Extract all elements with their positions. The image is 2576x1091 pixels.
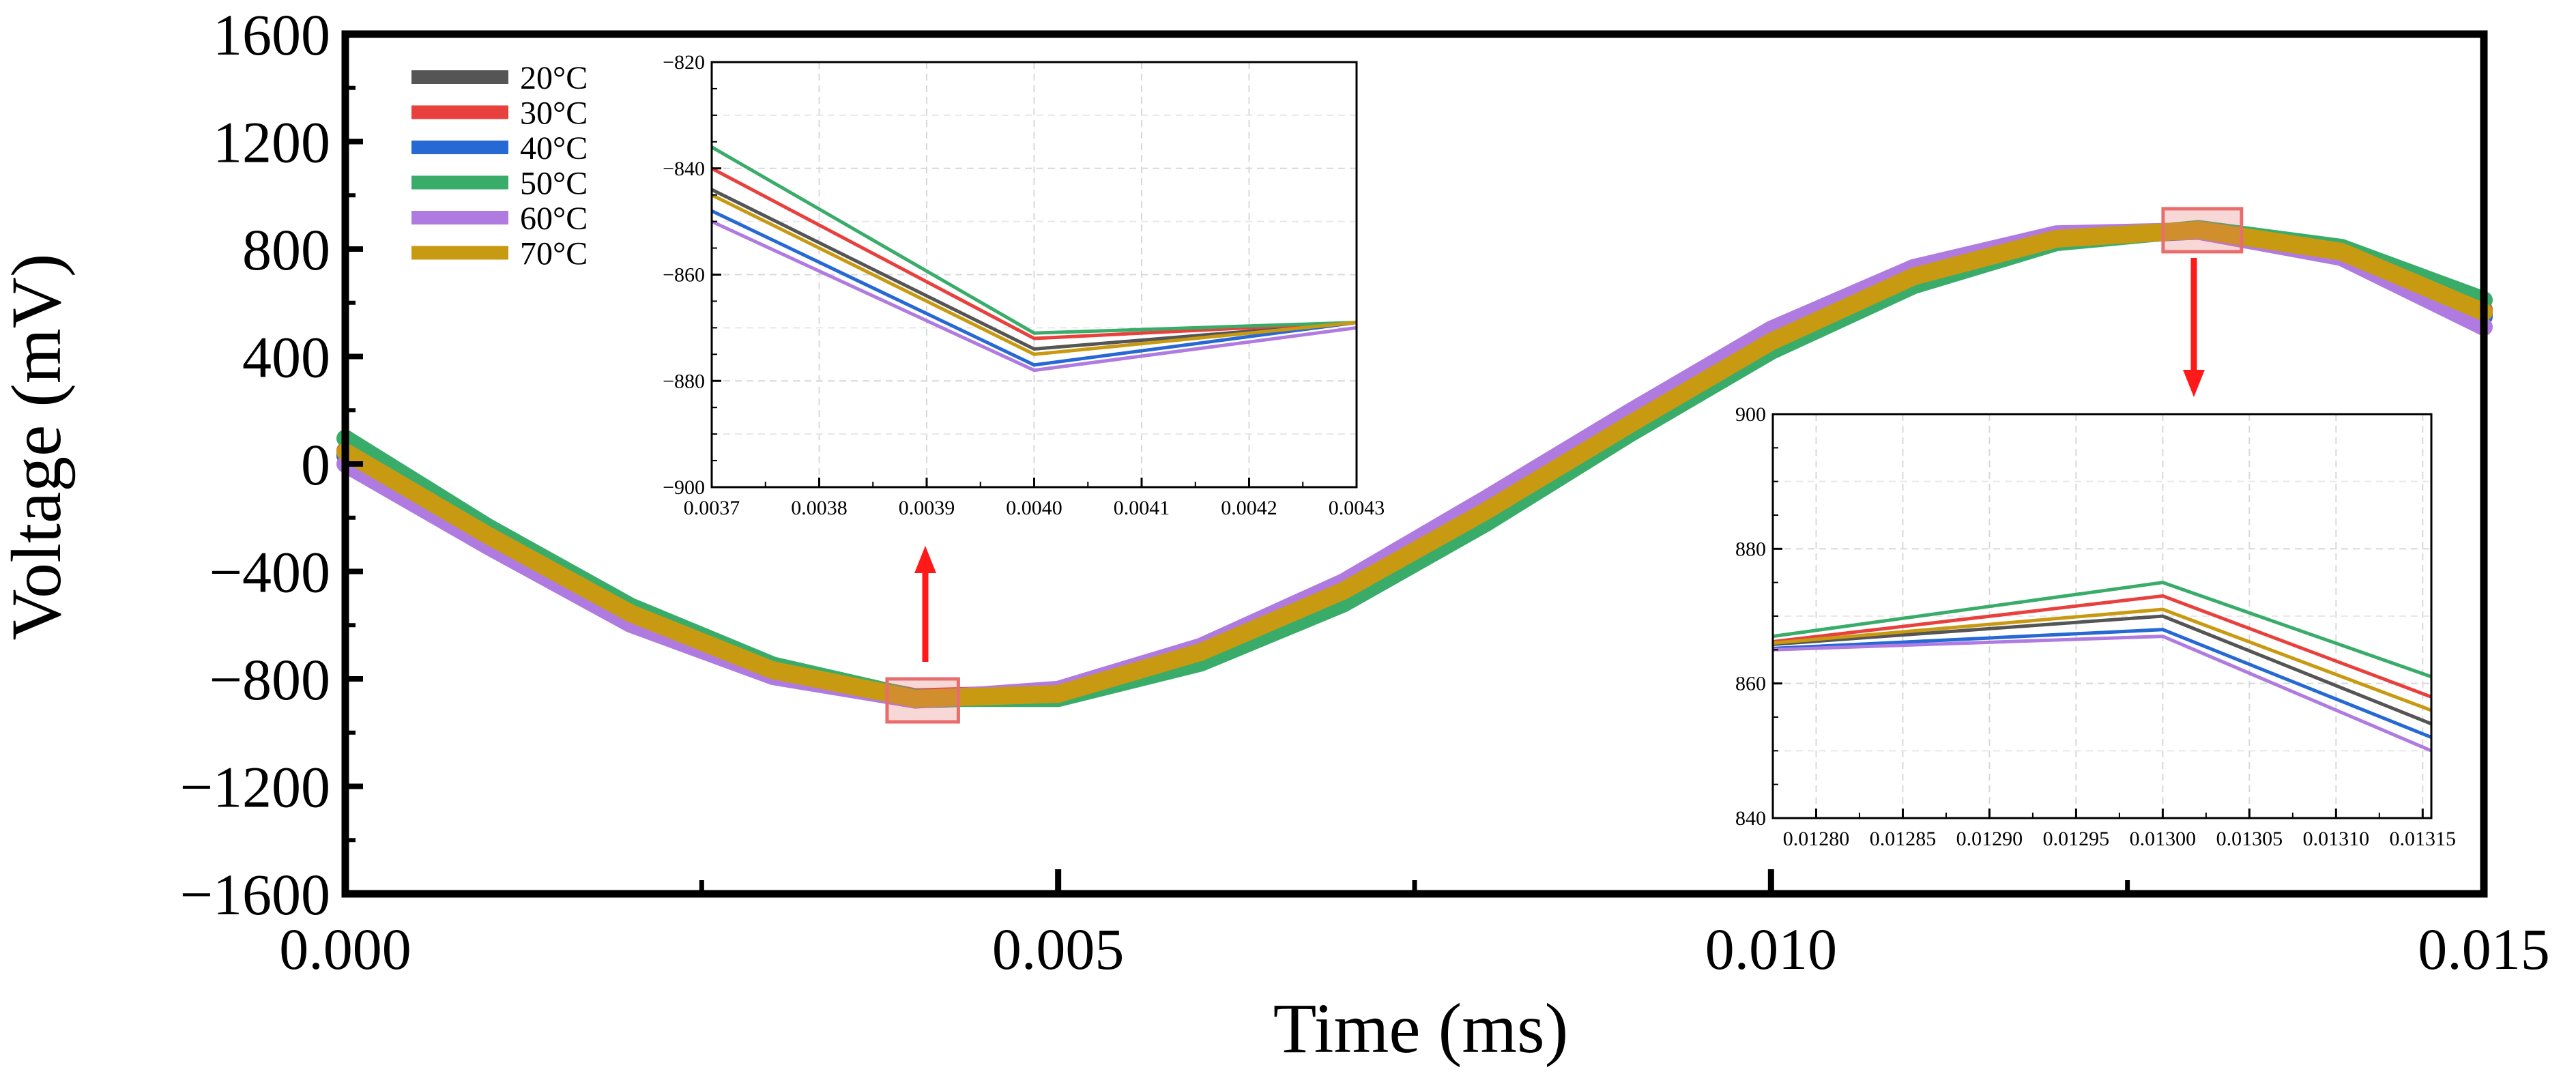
inset-right-x-tick-label: 0.01290 (1956, 828, 2023, 850)
main-axes: −1600 −1200 −800 −400 0 400 800 1200 1600 0.000 0.… (179, 2, 2549, 982)
y-tick-label: 1600 (213, 2, 330, 68)
inset-left-series-line (710, 220, 1357, 373)
zoom-highlight-box (2161, 207, 2244, 254)
main-series-group (336, 220, 2493, 709)
inset-left-series-line (710, 193, 1357, 356)
y-tick-label: 400 (242, 325, 330, 390)
x-axis-title: Time (ms) (1273, 989, 1568, 1068)
inset-left-y-tick-label: −880 (663, 370, 705, 392)
y-tick-label: 0 (301, 432, 330, 497)
inset-right-series-line (1772, 628, 2432, 739)
legend: 20°C30°C40°C50°C60°C70°C (411, 60, 588, 272)
y-tick-label: 800 (242, 217, 330, 282)
zoom-highlight-box (885, 677, 960, 724)
inset-right-series-line (1772, 607, 2432, 712)
series-line (336, 221, 2493, 708)
y-tick-label: −400 (209, 540, 330, 605)
zoom-arrows (914, 258, 2205, 662)
legend-label: 60°C (520, 201, 588, 237)
zoom-highlight-group (885, 207, 2244, 724)
x-tick-label: 0.015 (2418, 916, 2550, 982)
y-tick-label: 1200 (213, 110, 330, 175)
inset-left-y-tick-label: −900 (663, 476, 705, 499)
inset-right: 840 860 880 900 0.01280 0.01285 0.01290 0.01295… (1735, 403, 2456, 850)
legend-label: 70°C (520, 236, 588, 272)
inset-right-y-tick-label: 840 (1735, 807, 1766, 830)
inset-right-x-tick-label: 0.01305 (2216, 828, 2283, 850)
inset-right-series-line (1772, 594, 2432, 699)
inset-right-x-tick-label: 0.01285 (1870, 828, 1937, 850)
legend-label: 50°C (520, 166, 588, 202)
inset-right-series-line (1772, 635, 2432, 753)
inset-left-x-tick-label: 0.0040 (1006, 497, 1062, 519)
y-tick-label: −1200 (179, 755, 330, 820)
inset-left-x-tick-label: 0.0039 (899, 497, 955, 519)
inset-left-series-line (710, 188, 1357, 351)
inset-left-y-tick-label: −820 (663, 51, 705, 74)
inset-left-x-tick-label: 0.0041 (1114, 497, 1170, 519)
inset-right-y-tick-label: 860 (1735, 673, 1766, 695)
legend-label: 30°C (520, 96, 588, 132)
x-tick-label: 0.005 (992, 916, 1125, 982)
inset-right-x-tick-label: 0.01280 (1783, 828, 1850, 850)
inset-left-y-tick-label: −840 (663, 158, 705, 180)
inset-left-x-tick-label: 0.0037 (684, 497, 740, 519)
y-tick-label: −1600 (179, 862, 330, 927)
arrow-head (914, 546, 936, 573)
inset-right-y-tick-label: 880 (1735, 538, 1766, 560)
inset-right-x-tick-label: 0.01300 (2130, 828, 2197, 850)
x-tick-label: 0.010 (1705, 916, 1838, 982)
inset-right-x-tick-label: 0.01310 (2303, 828, 2370, 850)
arrow-head (2183, 370, 2205, 397)
inset-left-x-tick-label: 0.0042 (1221, 497, 1277, 519)
inset-left-series-line (710, 209, 1357, 367)
legend-label: 40°C (520, 130, 588, 166)
legend-label: 20°C (520, 60, 588, 96)
inset-right-y-tick-label: 900 (1735, 403, 1766, 426)
inset-left-y-tick-label: −860 (663, 264, 705, 287)
inset-left-x-tick-label: 0.0043 (1329, 497, 1385, 519)
inset-right-x-tick-label: 0.01295 (2043, 828, 2110, 850)
y-axis-title: Voltage (mV) (0, 253, 76, 640)
inset-right-series-line (1772, 614, 2432, 726)
inset-right-x-tick-label: 0.01315 (2390, 828, 2457, 850)
inset-left-x-tick-label: 0.0038 (791, 497, 848, 519)
inset-right-series-line (1772, 581, 2432, 679)
inset-left: −900 −880 −860 −840 −820 0.0037 0.0038 0.0039 0.… (663, 51, 1385, 519)
inset-left-series-line (710, 145, 1357, 335)
inset-left-series-line (710, 166, 1357, 340)
y-tick-label: −800 (209, 647, 330, 712)
x-tick-label: 0.000 (279, 916, 411, 982)
